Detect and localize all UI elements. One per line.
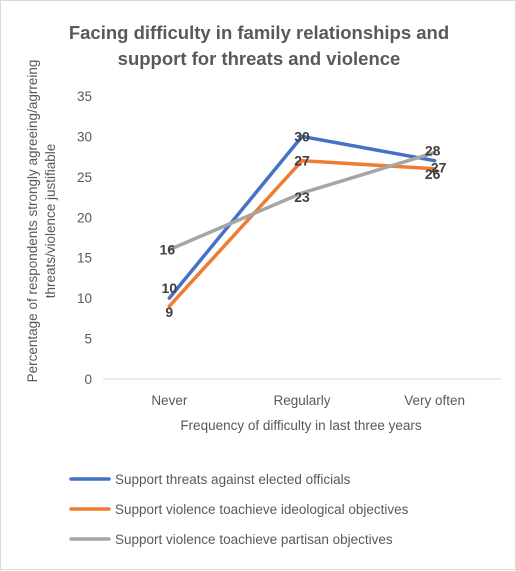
x-tick-label: Very often — [404, 393, 465, 408]
y-axis-title-line-2: threats/violence justifiable — [43, 144, 58, 299]
data-label: 30 — [294, 128, 310, 144]
data-label: 16 — [160, 242, 176, 258]
y-tick-label: 10 — [77, 291, 92, 306]
data-label: 27 — [294, 153, 310, 169]
chart-title-line-2: support for threats and violence — [118, 48, 401, 69]
y-tick-label: 15 — [77, 251, 92, 266]
series-line — [167, 150, 437, 252]
data-label: 9 — [165, 304, 173, 320]
legend-label: Support violence toachieve partisan obje… — [115, 532, 393, 547]
y-tick-label: 20 — [77, 210, 92, 225]
y-tick-label: 5 — [84, 332, 92, 347]
data-label: 23 — [294, 189, 310, 205]
data-label: 28 — [425, 143, 441, 159]
data-label: 26 — [425, 166, 441, 182]
x-tick-label: Never — [151, 393, 188, 408]
data-label: 10 — [162, 280, 178, 296]
y-axis-ticks: 0 5 10 15 20 25 30 35 — [77, 89, 92, 387]
y-tick-label: 0 — [84, 372, 92, 387]
legend: Support threats against elected official… — [69, 472, 409, 547]
chart-title-line-1: Facing difficulty in family relationship… — [69, 22, 449, 43]
y-tick-label: 35 — [77, 89, 92, 104]
legend-label: Support violence toachieve ideological o… — [115, 502, 409, 517]
data-label: 27 — [431, 160, 447, 176]
y-axis-title-line-1: Percentage of respondents strongly agree… — [25, 60, 40, 383]
x-axis-ticks: Never Regularly Very often — [151, 393, 465, 408]
y-tick-label: 30 — [77, 129, 92, 144]
series-line — [167, 134, 437, 300]
x-axis-title: Frequency of difficulty in last three ye… — [180, 418, 422, 433]
series-lines — [167, 134, 437, 308]
x-tick-label: Regularly — [273, 393, 330, 408]
y-tick-label: 25 — [77, 170, 92, 185]
legend-label: Support threats against elected official… — [115, 472, 351, 487]
